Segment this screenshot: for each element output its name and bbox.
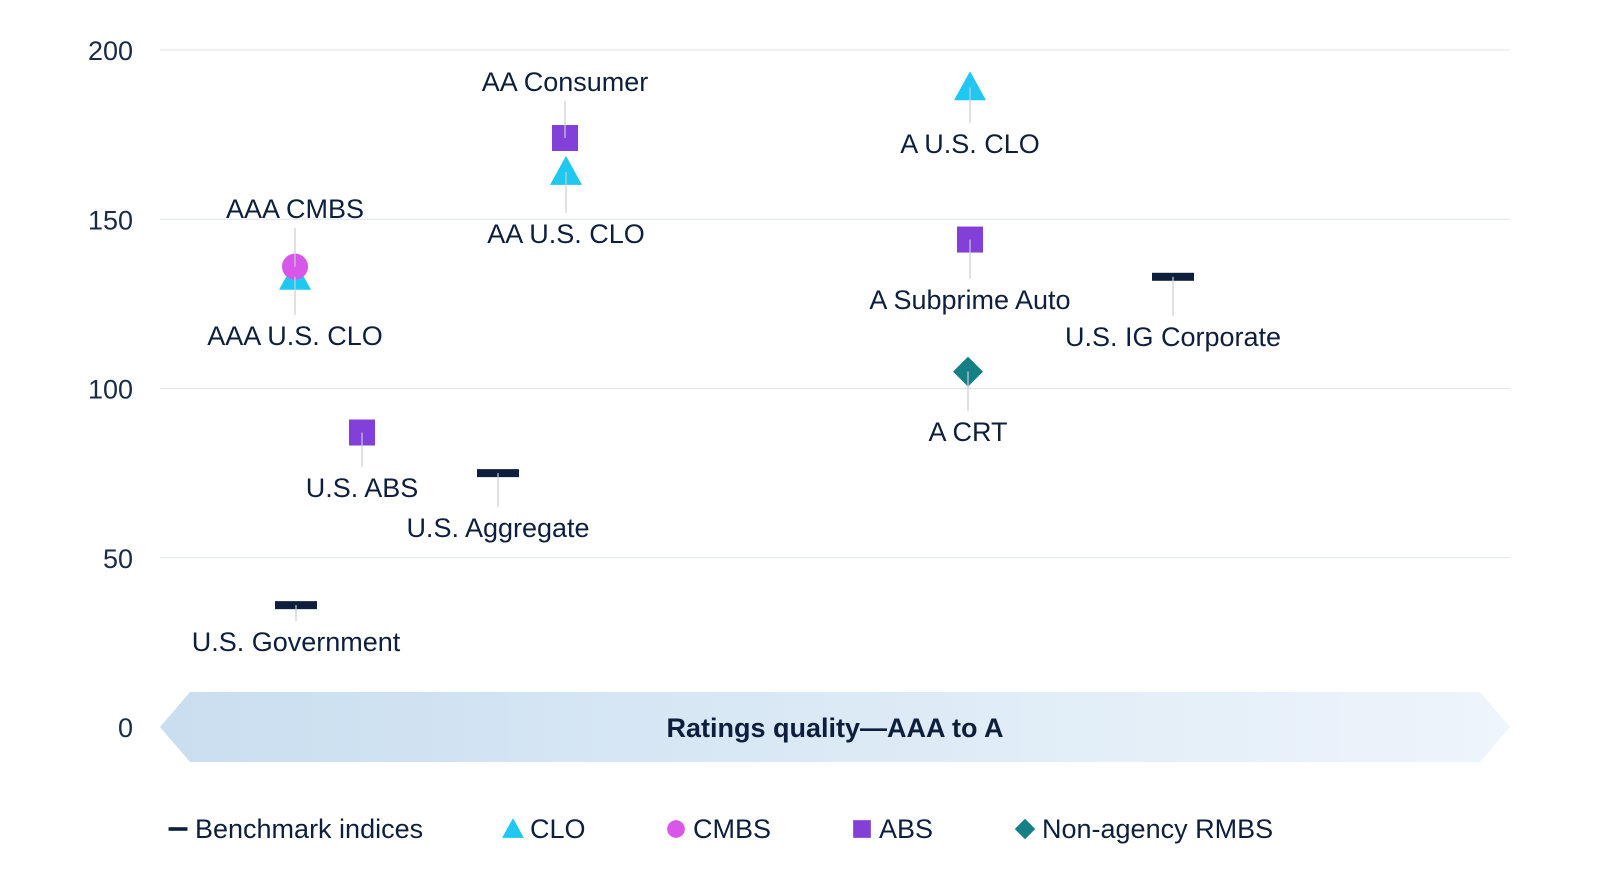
legend-marker-benchmark-indices (168, 827, 188, 831)
legend-item-abs: ABS (853, 814, 933, 844)
point-label-u-s-aggregate: U.S. Aggregate (406, 513, 589, 543)
legend-label-non-agency-rmbs: Non-agency RMBS (1042, 814, 1273, 844)
point-label-aaa-u-s-clo: AAA U.S. CLO (207, 321, 383, 351)
point-label-a-u-s-clo: A U.S. CLO (900, 129, 1040, 159)
point-label-aaa-cmbs: AAA CMBS (226, 194, 364, 224)
legend-item-clo: CLO (502, 814, 586, 844)
point-a-u-s-clo (954, 71, 986, 101)
y-tick-label: 100 (88, 375, 133, 405)
legend-item-benchmark-indices: Benchmark indices (168, 814, 423, 844)
point-label-aa-u-s-clo: AA U.S. CLO (487, 219, 645, 249)
point-label-u-s-abs: U.S. ABS (306, 473, 419, 503)
point-label-u-s-government: U.S. Government (192, 627, 401, 657)
legend-marker-cmbs (667, 820, 685, 838)
legend-marker-abs (853, 820, 871, 838)
x-axis-label: Ratings quality—AAA to A (667, 713, 1004, 743)
legend-label-clo: CLO (530, 814, 586, 844)
y-tick-label: 150 (88, 205, 133, 235)
point-label-aa-consumer: AA Consumer (482, 67, 649, 97)
y-tick-label: 0 (118, 713, 133, 743)
legend-item-non-agency-rmbs: Non-agency RMBS (1014, 814, 1273, 844)
legend-marker-clo (502, 818, 524, 838)
legend-item-cmbs: CMBS (667, 814, 771, 844)
legend-label-cmbs: CMBS (693, 814, 771, 844)
point-label-a-crt: A CRT (928, 417, 1007, 447)
point-label-a-subprime-auto: A Subprime Auto (869, 285, 1070, 315)
point-label-u-s-ig-corporate: U.S. IG Corporate (1065, 322, 1281, 352)
legend-label-benchmark-indices: Benchmark indices (195, 814, 423, 844)
ratings-band-arrow (160, 692, 1510, 762)
legend-label-abs: ABS (879, 814, 933, 844)
y-tick-label: 200 (88, 36, 133, 66)
point-aa-u-s-clo (550, 155, 582, 185)
y-tick-label: 50 (103, 544, 133, 574)
legend-marker-non-agency-rmbs (1014, 818, 1036, 840)
